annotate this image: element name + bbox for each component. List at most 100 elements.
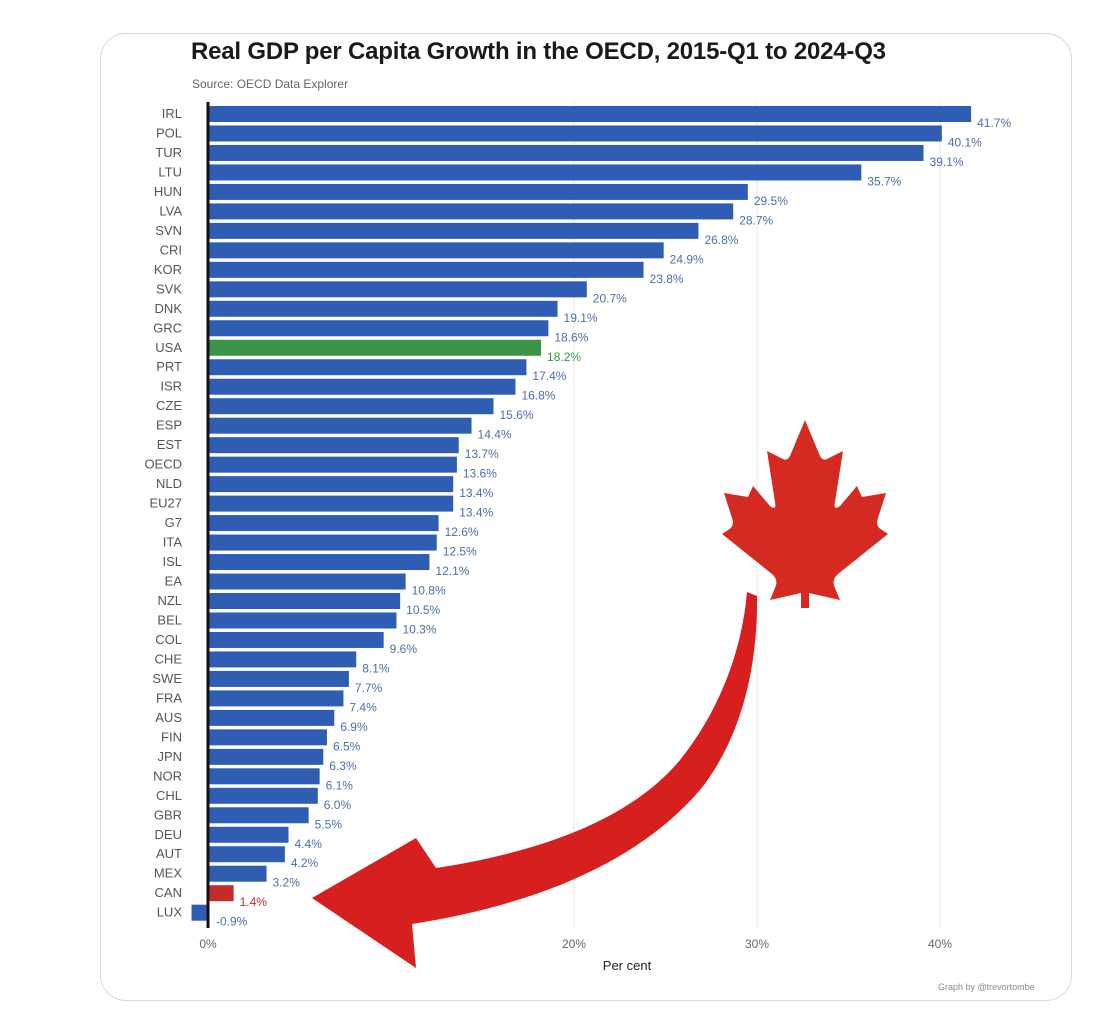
category-label-kor: KOR xyxy=(154,262,182,277)
bar-col xyxy=(208,631,384,648)
value-label-can: 1.4% xyxy=(240,895,268,909)
bar-chl xyxy=(208,787,318,804)
category-label-mex: MEX xyxy=(154,866,183,881)
bar-esp xyxy=(208,417,472,434)
category-label-lux: LUX xyxy=(157,905,183,920)
value-label-prt: 17.4% xyxy=(532,369,566,383)
category-label-deu: DEU xyxy=(155,827,182,842)
category-labels: IRL POL TUR LTU HUN LVA SVN CRI KOR SVK DNK GRC USA P… xyxy=(144,106,182,920)
x-tick-label: 0% xyxy=(199,937,217,951)
value-label-oecd: 13.6% xyxy=(463,467,497,481)
value-label-usa: 18.2% xyxy=(547,350,581,364)
bar-ea xyxy=(208,573,406,590)
category-label-isl: ISL xyxy=(162,554,182,569)
category-label-svn: SVN xyxy=(155,223,182,238)
bar-tur xyxy=(208,144,924,161)
value-label-svk: 20.7% xyxy=(593,291,627,305)
value-label-grc: 18.6% xyxy=(554,330,588,344)
value-label-aus: 6.9% xyxy=(340,720,368,734)
bar-isl xyxy=(208,554,430,571)
category-label-usa: USA xyxy=(155,340,182,355)
bar-svn xyxy=(208,222,699,239)
value-labels: 41.7% 40.1% 39.1% 35.7% 29.5% 28.7%26.8%24.9%… xyxy=(216,116,1011,929)
category-label-fra: FRA xyxy=(156,690,182,705)
bar-est xyxy=(208,437,459,454)
bar-swe xyxy=(208,670,349,687)
category-label-tur: TUR xyxy=(155,145,182,160)
x-tick-label: 20% xyxy=(562,937,586,951)
bar-usa xyxy=(208,339,542,356)
category-label-irl: IRL xyxy=(162,106,182,121)
value-label-fra: 7.4% xyxy=(349,700,377,714)
bar-mex xyxy=(208,865,267,882)
category-label-isr: ISR xyxy=(160,379,182,394)
value-label-pol: 40.1% xyxy=(948,135,982,149)
category-label-ita: ITA xyxy=(163,535,183,550)
bar-eu27 xyxy=(208,495,454,512)
bar-aus xyxy=(208,709,335,726)
value-label-tur: 39.1% xyxy=(930,155,964,169)
bar-kor xyxy=(208,261,644,278)
category-label-chl: CHL xyxy=(156,788,182,803)
chart-title: Real GDP per Capita Growth in the OECD, … xyxy=(191,38,886,65)
value-label-cze: 15.6% xyxy=(499,408,533,422)
value-label-fin: 6.5% xyxy=(333,739,361,753)
bar-nld xyxy=(208,476,454,493)
category-label-swe: SWE xyxy=(152,671,182,686)
category-label-fin: FIN xyxy=(161,729,182,744)
bars xyxy=(191,106,972,921)
category-label-lva: LVA xyxy=(159,203,182,218)
value-label-dnk: 19.1% xyxy=(564,311,598,325)
bar-cze xyxy=(208,398,494,415)
category-label-jpn: JPN xyxy=(157,749,182,764)
value-label-aut: 4.2% xyxy=(291,856,319,870)
bar-dnk xyxy=(208,300,558,317)
bar-irl xyxy=(208,106,972,122)
category-label-svk: SVK xyxy=(156,281,182,296)
category-label-grc: GRC xyxy=(153,320,182,335)
category-label-ltu: LTU xyxy=(158,164,182,179)
category-label-g7: G7 xyxy=(165,515,182,530)
value-label-nzl: 10.5% xyxy=(406,603,440,617)
x-tick-label: 40% xyxy=(928,937,952,951)
bar-hun xyxy=(208,183,748,200)
bar-fin xyxy=(208,729,327,746)
bar-che xyxy=(208,651,357,668)
value-label-isr: 16.8% xyxy=(521,389,555,403)
value-label-ea: 10.8% xyxy=(412,584,446,598)
category-label-cze: CZE xyxy=(156,398,182,413)
value-label-chl: 6.0% xyxy=(324,798,352,812)
category-label-cri: CRI xyxy=(160,242,182,257)
category-label-prt: PRT xyxy=(156,359,182,374)
x-axis-label: Per cent xyxy=(603,958,652,973)
category-label-gbr: GBR xyxy=(154,807,182,822)
value-label-bel: 10.3% xyxy=(402,622,436,636)
bar-nzl xyxy=(208,593,401,609)
value-label-ltu: 35.7% xyxy=(867,174,901,188)
category-label-hun: HUN xyxy=(154,184,182,199)
category-label-col: COL xyxy=(155,632,182,647)
graph-credit: Graph by @trevortombe xyxy=(938,982,1035,992)
category-label-ea: EA xyxy=(165,574,183,589)
bar-nor xyxy=(208,768,320,785)
bar-isr xyxy=(208,378,516,395)
axes: 0% 20% 30% 40% Per cent xyxy=(199,102,952,973)
value-label-svn: 26.8% xyxy=(704,233,738,247)
value-label-cri: 24.9% xyxy=(670,252,704,266)
bar-ita xyxy=(208,534,437,551)
category-label-pol: POL xyxy=(156,125,182,140)
bar-pol xyxy=(208,125,942,142)
value-label-g7: 12.6% xyxy=(445,525,479,539)
value-label-est: 13.7% xyxy=(465,447,499,461)
value-label-nor: 6.1% xyxy=(326,778,354,792)
category-label-oecd: OECD xyxy=(144,457,182,472)
value-label-eu27: 13.4% xyxy=(459,506,493,520)
value-label-deu: 4.4% xyxy=(295,837,323,851)
x-tick-label: 30% xyxy=(745,937,769,951)
category-label-che: CHE xyxy=(155,651,183,666)
category-label-esp: ESP xyxy=(156,418,182,433)
value-label-mex: 3.2% xyxy=(273,876,301,890)
category-label-bel: BEL xyxy=(157,612,182,627)
value-label-gbr: 5.5% xyxy=(315,817,343,831)
category-label-dnk: DNK xyxy=(155,301,183,316)
